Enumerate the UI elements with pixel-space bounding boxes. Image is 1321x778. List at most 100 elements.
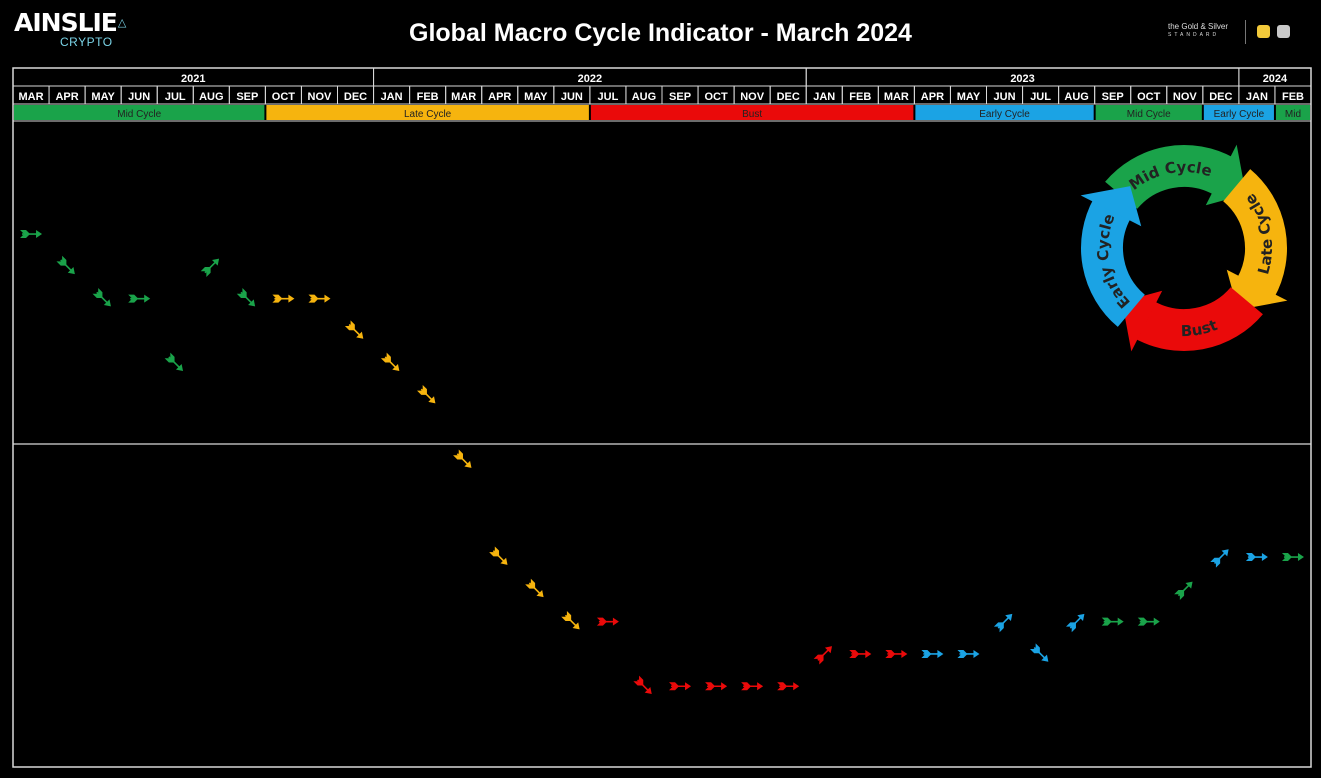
arrow-head xyxy=(685,682,692,691)
month-label: NOV xyxy=(740,91,765,103)
arrow-head xyxy=(865,649,872,658)
arrow-fletching xyxy=(669,682,680,691)
arrow-head xyxy=(175,363,184,372)
arrow-down-icon xyxy=(633,675,652,695)
arrow-head xyxy=(1185,581,1193,589)
arrow-fletching xyxy=(993,622,1004,633)
logo-subtext: CRYPTO xyxy=(60,35,113,49)
arrow-down-icon xyxy=(525,578,544,598)
arrow-fletching xyxy=(596,617,607,626)
phase-label: Mid Cycle xyxy=(117,109,161,120)
arrow-down-icon xyxy=(453,449,472,468)
phase-band-late xyxy=(266,105,589,120)
page-title: Global Macro Cycle Indicator - March 202… xyxy=(409,19,912,47)
logo-triangle-icon: △ xyxy=(117,16,127,29)
arrow-head xyxy=(288,294,295,303)
arrow-flat-icon xyxy=(20,230,43,239)
arrow-down-icon xyxy=(380,352,400,372)
phase-band-mid xyxy=(14,105,265,120)
arrow-fletching xyxy=(813,654,824,665)
month-label: DEC xyxy=(1209,91,1232,103)
arrow-fletching xyxy=(525,578,536,589)
arrow-head xyxy=(67,267,75,275)
arrow-head xyxy=(757,682,764,691)
arrow-head xyxy=(248,299,256,307)
month-label: MAR xyxy=(451,91,476,103)
arrow-flat-icon xyxy=(741,682,764,691)
month-label: FEB xyxy=(849,91,871,103)
year-label: 2022 xyxy=(578,73,602,85)
arrow-up-icon xyxy=(1210,549,1229,568)
month-label: APR xyxy=(921,91,944,103)
phase-band-bust xyxy=(590,105,914,120)
arrow-head xyxy=(572,622,580,630)
month-label: DEC xyxy=(344,91,367,103)
month-label: MAY xyxy=(524,91,548,103)
arrow-head xyxy=(536,590,544,598)
arrow-flat-icon xyxy=(885,649,908,658)
arrow-fletching xyxy=(128,294,139,303)
arrow-fletching xyxy=(921,649,932,658)
phase-band-early xyxy=(915,105,1094,120)
month-label: FEB xyxy=(417,91,439,103)
arrow-fletching xyxy=(633,675,644,686)
arrow-head xyxy=(793,682,800,691)
arrow-down-icon xyxy=(489,546,508,565)
year-label: 2024 xyxy=(1263,73,1288,85)
silver-coin-icon xyxy=(1277,25,1290,38)
arrow-head xyxy=(1117,617,1124,626)
arrow-up-icon xyxy=(1174,581,1193,600)
arrow-head xyxy=(212,258,220,266)
arrow-up-icon xyxy=(1066,613,1085,633)
arrow-head xyxy=(1297,553,1304,562)
arrow-fletching xyxy=(1210,557,1221,568)
phase-label: Late Cycle xyxy=(404,109,452,120)
arrow-head xyxy=(144,294,151,303)
arrow-head xyxy=(428,396,436,404)
arrow-down-icon xyxy=(92,288,111,307)
arrow-fletching xyxy=(344,320,355,331)
arrow-flat-icon xyxy=(957,649,980,658)
arrow-fletching xyxy=(561,611,572,621)
month-label: NOV xyxy=(1173,91,1198,103)
phase-label: Early Cycle xyxy=(1214,109,1265,120)
arrow-flat-icon xyxy=(272,294,295,303)
arrow-head xyxy=(464,460,472,468)
arrow-down-icon xyxy=(164,352,184,372)
arrow-head xyxy=(644,686,652,695)
partner-line2: STANDARD xyxy=(1168,32,1220,38)
month-label: MAR xyxy=(884,91,909,103)
arrow-down-icon xyxy=(417,384,436,404)
month-label: MAY xyxy=(957,91,981,103)
phase-label: Mid Cycle xyxy=(1127,109,1171,120)
month-label: JUN xyxy=(561,91,583,103)
arrow-flat-icon xyxy=(128,294,151,303)
arrow-fletching xyxy=(1066,622,1076,633)
month-label: OCT xyxy=(272,91,296,103)
gold-silver-standard-logo: the Gold & Silver STANDARD xyxy=(1168,22,1228,40)
phase-band-early xyxy=(1203,105,1274,120)
ainslie-crypto-logo: AINSLIE△ CRYPTO xyxy=(14,10,127,49)
arrow-fletching xyxy=(380,352,391,363)
month-cell xyxy=(1274,85,1312,105)
month-label: JUL xyxy=(598,91,619,103)
month-label: JUL xyxy=(1030,91,1051,103)
month-label: OCT xyxy=(704,91,728,103)
arrow-fletching xyxy=(849,649,860,658)
arrow-flat-icon xyxy=(1281,553,1304,562)
arrow-fletching xyxy=(741,682,752,691)
arrow-flat-icon xyxy=(1137,617,1160,626)
arrow-head xyxy=(1041,654,1049,662)
arrow-fletching xyxy=(453,449,463,460)
arrow-head xyxy=(103,299,111,307)
arrow-flat-icon xyxy=(1101,617,1124,626)
arrow-head xyxy=(36,230,43,239)
arrow-fletching xyxy=(1029,643,1040,654)
arrow-flat-icon xyxy=(849,649,872,658)
arrow-fletching xyxy=(272,294,283,303)
month-label: JAN xyxy=(381,91,403,103)
month-label: APR xyxy=(488,91,511,103)
arrow-head xyxy=(721,682,728,691)
